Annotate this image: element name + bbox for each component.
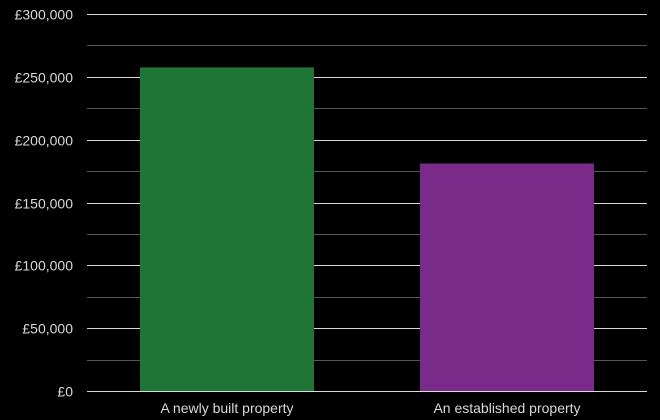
x-category-label: A newly built property — [160, 400, 293, 416]
y-tick-label: £200,000 — [15, 133, 74, 149]
x-axis-category-labels: A newly built property An established pro… — [160, 400, 580, 416]
y-tick-label: £0 — [57, 384, 73, 400]
y-axis-tick-labels: £0 £50,000 £100,000 £150,000 £200,000 £250,00… — [15, 7, 74, 400]
y-tick-label: £300,000 — [15, 7, 74, 23]
y-tick-label: £250,000 — [15, 70, 74, 86]
y-tick-label: £50,000 — [22, 321, 73, 337]
y-tick-label: £150,000 — [15, 196, 74, 212]
x-category-label: An established property — [433, 400, 580, 416]
bar-newly-built-property — [140, 67, 314, 392]
y-tick-label: £100,000 — [15, 258, 74, 274]
bars — [140, 67, 594, 392]
bar-established-property — [420, 163, 594, 391]
